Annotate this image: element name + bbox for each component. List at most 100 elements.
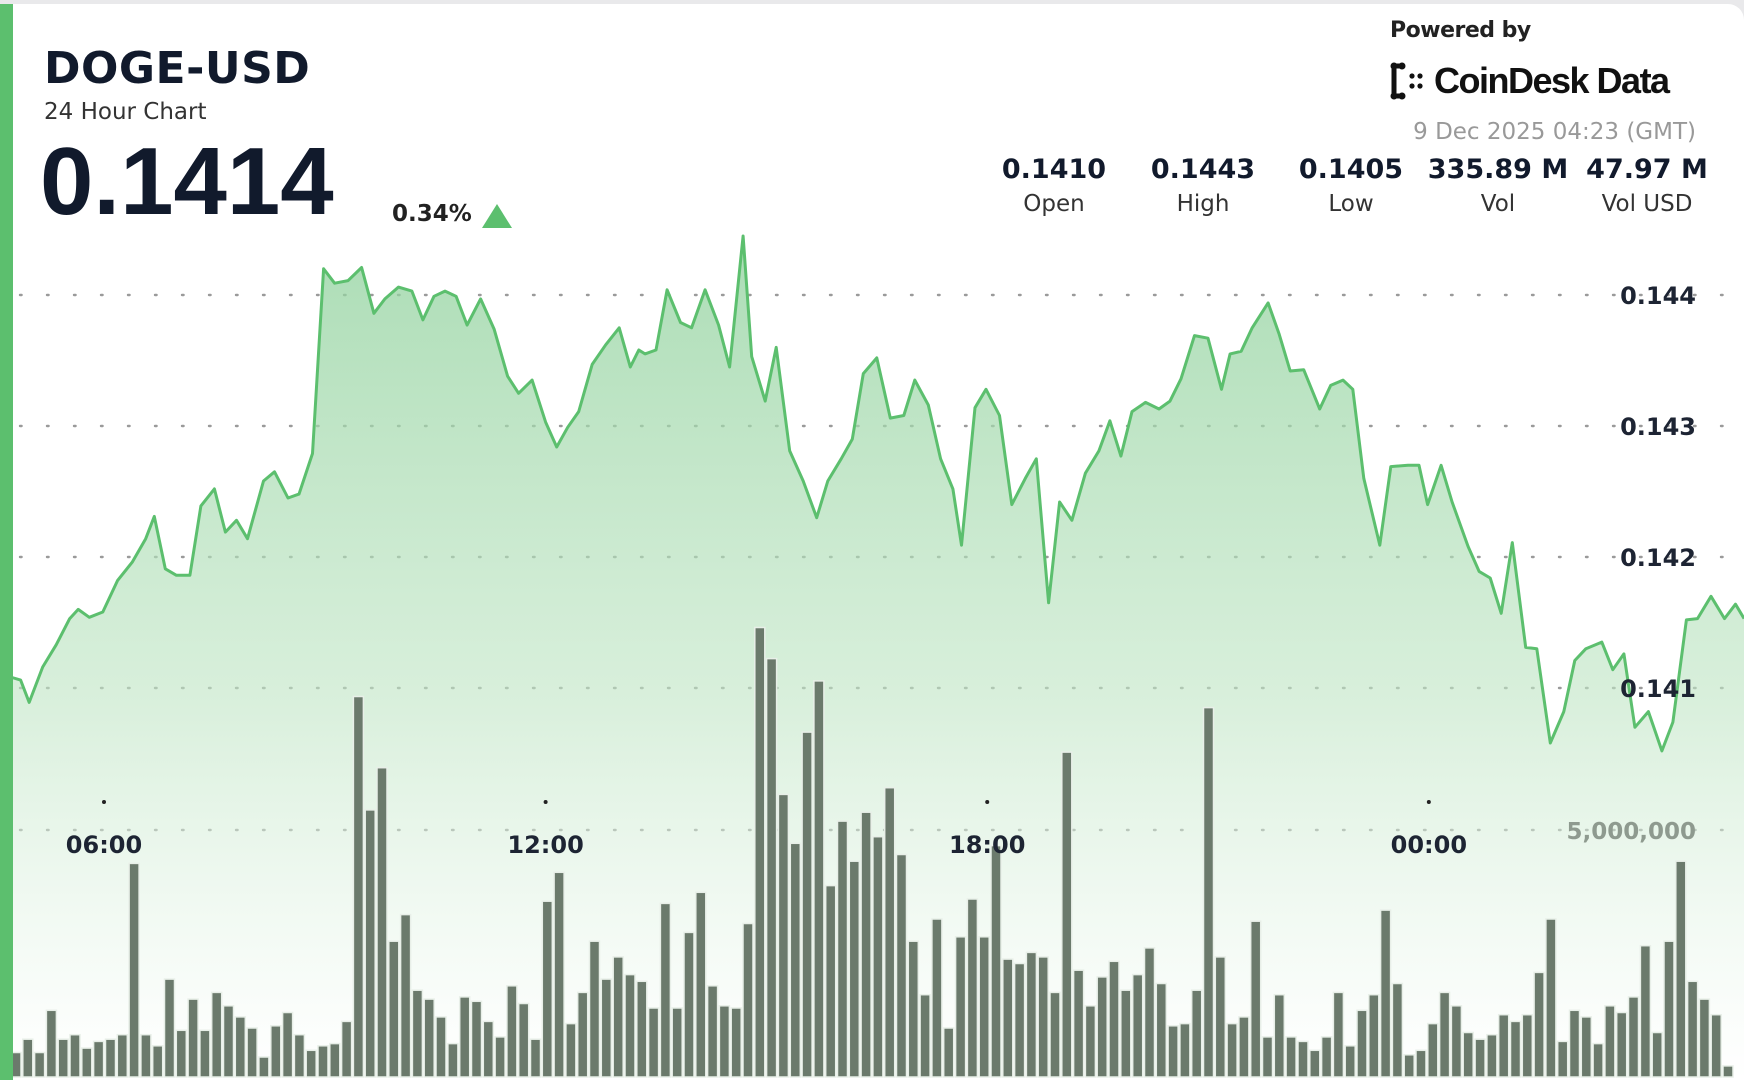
volume-bar (329, 1042, 341, 1078)
volume-bar (659, 902, 672, 1078)
volume-bar (1309, 1049, 1321, 1078)
volume-bar (187, 998, 199, 1078)
volume-bar (541, 900, 554, 1078)
timestamp: 9 Dec 2025 04:23 (GMT) (1413, 119, 1696, 145)
volume-bar (340, 1020, 353, 1078)
volume-bar (1521, 1013, 1534, 1078)
volume-bar (1379, 909, 1392, 1078)
volume-bar (1167, 1025, 1179, 1078)
stat-high: 0.1443 High (1130, 154, 1276, 218)
volume-bar (234, 1016, 247, 1078)
volume-bar (1450, 1005, 1463, 1078)
volume-bar (293, 1033, 306, 1078)
volume-bar (494, 1036, 506, 1078)
volume-bar (588, 940, 601, 1078)
volume-bar (1344, 1045, 1356, 1078)
volume-bar (1368, 993, 1380, 1078)
volume-bar (612, 956, 624, 1078)
volume-bar (22, 1038, 34, 1078)
volume-bar (954, 936, 967, 1078)
volume-bar (45, 1009, 58, 1078)
volume-bar (1025, 951, 1038, 1078)
stat-label: Low (1328, 191, 1374, 217)
volume-tick-label: 5,000,000 (1567, 819, 1697, 845)
triangle-up-icon (482, 204, 512, 228)
volume-bar (57, 1038, 69, 1078)
volume-bar (1190, 989, 1203, 1078)
volume-bar (1604, 1005, 1616, 1078)
volume-bar (895, 853, 908, 1078)
price-tick-label: 0.144 (1620, 282, 1696, 310)
volume-bar (1261, 1036, 1274, 1078)
time-tick-mark (102, 800, 106, 804)
stat-value: 0.1443 (1150, 154, 1256, 185)
volume-bar (1108, 960, 1120, 1078)
time-tick-label: 00:00 (1391, 831, 1467, 859)
volume-bar (919, 993, 931, 1078)
volume-bar (1592, 1042, 1604, 1078)
volume-bar (140, 1033, 152, 1078)
volume-bar (1686, 980, 1699, 1078)
volume-bar (824, 884, 837, 1078)
stat-value: 0.1405 (1298, 154, 1404, 185)
volume-bar (1438, 991, 1451, 1078)
volume-bar (281, 1011, 294, 1078)
volume-bar (1096, 976, 1108, 1078)
volume-bar (128, 862, 140, 1078)
time-tick-mark (1426, 800, 1431, 804)
stat-value: 335.89 M (1427, 154, 1569, 185)
volume-bar (1533, 971, 1545, 1078)
volume-bar (1391, 982, 1404, 1078)
volume-bar (1403, 1054, 1415, 1078)
volume-bar (754, 626, 766, 1078)
volume-bar (883, 786, 896, 1078)
volume-bar (529, 1038, 542, 1078)
volume-bar (1013, 962, 1026, 1078)
coindesk-logo-icon (1390, 62, 1423, 100)
volume-bar (270, 1025, 282, 1078)
volume-bar (1285, 1036, 1297, 1078)
volume-bar (1155, 982, 1168, 1078)
time-tick-mark (985, 800, 990, 804)
volume-bar (907, 940, 920, 1078)
volume-bar (872, 835, 884, 1078)
volume-bar (777, 793, 790, 1078)
volume-bar (942, 1027, 955, 1078)
volume-bar (104, 1038, 117, 1078)
volume-bar (1356, 1009, 1368, 1078)
volume-bar (1202, 706, 1215, 1078)
volume-bar (1226, 1022, 1238, 1078)
volume-bar (553, 871, 565, 1078)
volume-bar (1710, 1013, 1722, 1078)
stat-label: High (1176, 191, 1230, 217)
volume-bars (10, 626, 1734, 1078)
volume-bar (966, 898, 979, 1078)
stat-vol: 335.89 M Vol (1425, 154, 1571, 218)
volume-bar (1084, 1005, 1097, 1078)
volume-bar (695, 891, 707, 1078)
volume-bar (1273, 993, 1286, 1078)
volume-bar (565, 1022, 577, 1078)
time-tick-label: 12:00 (507, 831, 583, 859)
volume-bar (636, 980, 648, 1078)
volume-bar (1486, 1033, 1498, 1078)
volume-bar (305, 1049, 317, 1078)
time-tick-mark (543, 800, 548, 804)
volume-bar (801, 731, 813, 1078)
volume-bar (1415, 1049, 1427, 1078)
price-volume-chart: 0.144 0.143 0.142 0.141 5,000,000 06:00 12:00 1… (10, 234, 1744, 1080)
volume-bar (210, 991, 223, 1078)
volume-bar (624, 973, 636, 1078)
volume-bar (742, 922, 754, 1078)
volume-bar (789, 842, 802, 1078)
powered-by-label: Powered by (1390, 18, 1531, 43)
volume-bar (860, 811, 872, 1078)
volume-bar (33, 1051, 46, 1078)
volume-bar (1179, 1022, 1191, 1078)
stat-open: 0.1410 Open (981, 154, 1127, 218)
volume-bar (151, 1045, 164, 1078)
volume-bar (1061, 751, 1073, 1078)
volume-bar (317, 1045, 329, 1078)
volume-bar (175, 1029, 188, 1078)
coindesk-logo: CoinDesk Data (1390, 60, 1670, 102)
